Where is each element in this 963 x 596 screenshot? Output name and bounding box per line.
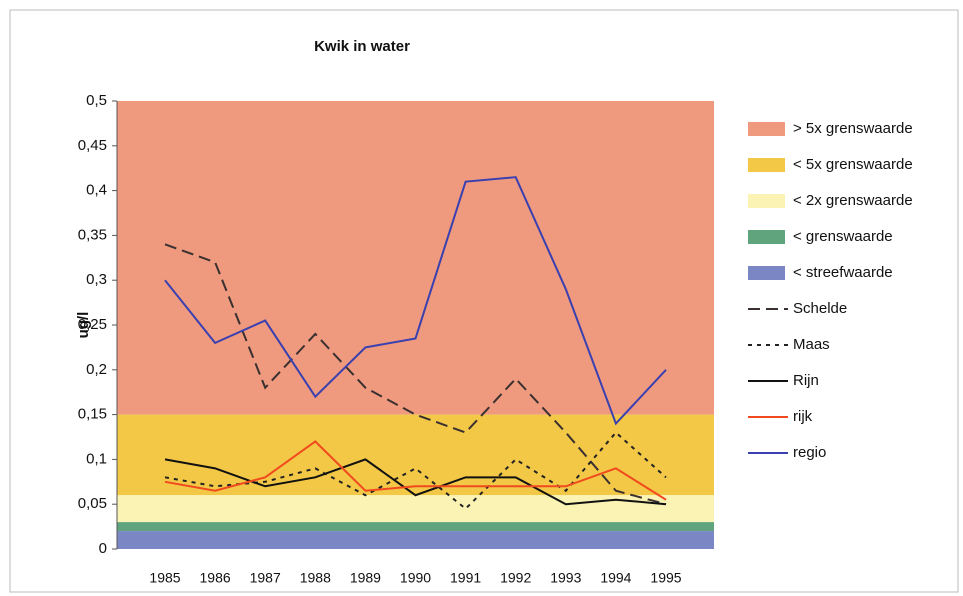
y-tick-label: 0,2 bbox=[86, 361, 107, 378]
band bbox=[117, 531, 714, 549]
x-tick-label: 1990 bbox=[400, 570, 431, 586]
x-tick-label: 1989 bbox=[350, 570, 381, 586]
y-tick-label: 0,05 bbox=[78, 495, 107, 512]
frame bbox=[9, 9, 959, 593]
y-axis-label: ug/l bbox=[75, 312, 92, 339]
x-tick-label: 1987 bbox=[250, 570, 281, 586]
line-series bbox=[164, 176, 667, 426]
x-tick-label: 1985 bbox=[149, 570, 180, 586]
y-tick-label: 0,1 bbox=[86, 450, 107, 467]
band bbox=[117, 522, 714, 532]
band bbox=[117, 495, 714, 523]
legend-swatch bbox=[748, 194, 785, 208]
y-tick-label: 0,45 bbox=[78, 137, 107, 154]
legend-label: < 5x grenswaarde bbox=[793, 156, 913, 173]
x-tick-label: 1988 bbox=[300, 570, 331, 586]
line-series bbox=[164, 440, 667, 501]
y-tick-label: 0,3 bbox=[86, 271, 107, 288]
legend-swatch bbox=[748, 158, 785, 172]
x-tick-label: 1993 bbox=[550, 570, 581, 586]
x-tick-label: 1995 bbox=[650, 570, 681, 586]
y-tick-label: 0,5 bbox=[86, 92, 107, 109]
legend-label: Maas bbox=[793, 336, 830, 353]
legend-swatch bbox=[748, 266, 785, 280]
legend-label: Rijn bbox=[793, 372, 819, 389]
legend-label: < grenswaarde bbox=[793, 228, 893, 245]
y-tick-label: 0,25 bbox=[78, 316, 107, 333]
legend-label: < streefwaarde bbox=[793, 264, 893, 281]
line-series bbox=[164, 243, 667, 506]
line-series bbox=[164, 458, 667, 506]
band bbox=[117, 101, 714, 415]
y-tick-label: 0,15 bbox=[78, 406, 107, 423]
legend-label: rijk bbox=[793, 408, 813, 425]
legend-swatch bbox=[748, 122, 785, 136]
chart-title: Kwik in water bbox=[314, 38, 410, 55]
x-tick-label: 1991 bbox=[450, 570, 481, 586]
legend-label: < 2x grenswaarde bbox=[793, 192, 913, 209]
y-tick-label: 0,35 bbox=[78, 226, 107, 243]
band bbox=[117, 414, 714, 496]
y-tick-label: 0,4 bbox=[86, 182, 107, 199]
x-tick-label: 1992 bbox=[500, 570, 531, 586]
legend-label: Schelde bbox=[793, 300, 847, 317]
line-series bbox=[164, 431, 667, 511]
legend-label: > 5x grenswaarde bbox=[793, 120, 913, 137]
y-tick-label: 0 bbox=[99, 540, 107, 557]
x-tick-label: 1986 bbox=[200, 570, 231, 586]
x-tick-label: 1994 bbox=[600, 570, 631, 586]
legend-swatch bbox=[748, 230, 785, 244]
legend-label: regio bbox=[793, 444, 826, 461]
